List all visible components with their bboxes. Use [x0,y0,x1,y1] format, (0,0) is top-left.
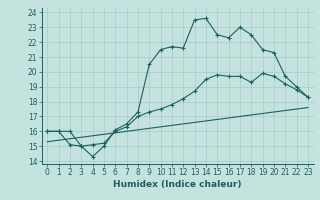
X-axis label: Humidex (Indice chaleur): Humidex (Indice chaleur) [113,180,242,189]
